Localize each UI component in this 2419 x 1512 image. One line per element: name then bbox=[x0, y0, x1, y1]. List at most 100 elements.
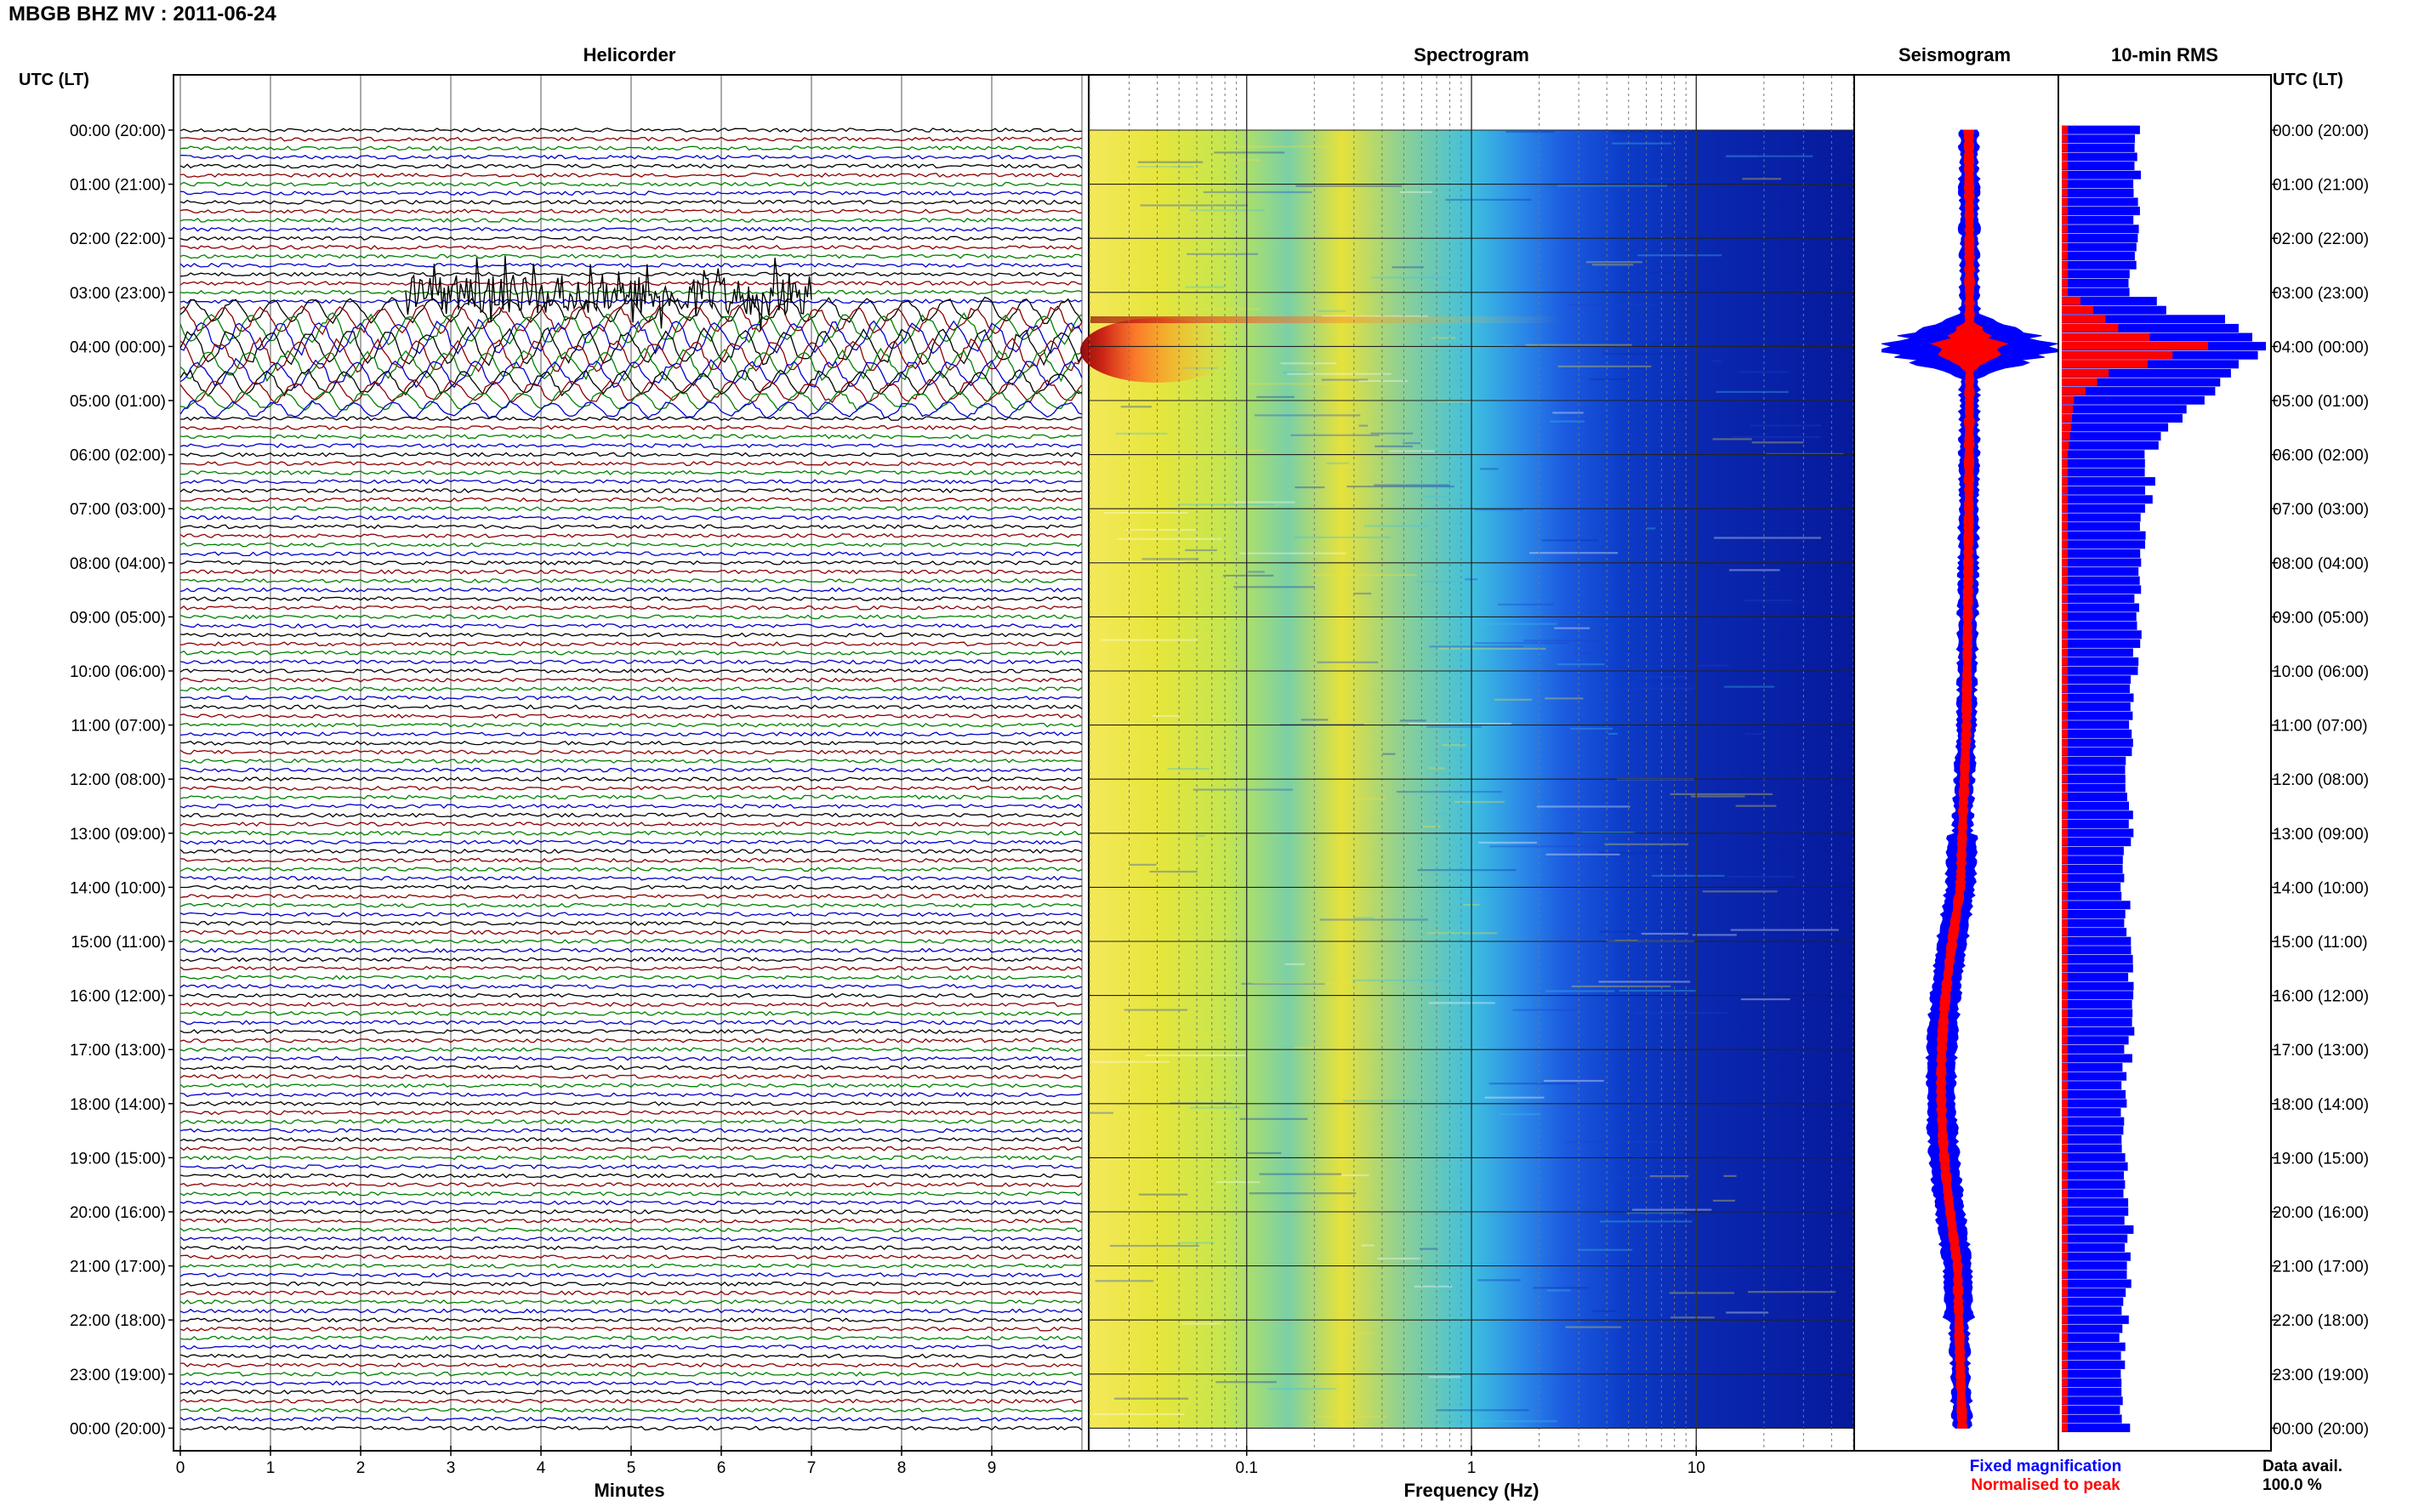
helicorder-trace bbox=[179, 199, 1083, 205]
rms-normalised-bar bbox=[2062, 1189, 2069, 1197]
rms-normalised-bar bbox=[2062, 973, 2069, 981]
spectrogram-streak bbox=[1474, 642, 1570, 645]
rms-normalised-bar bbox=[2062, 360, 2149, 368]
time-label-left: 04:00 (00:00) bbox=[70, 338, 166, 356]
helicorder-trace bbox=[179, 812, 1083, 818]
rms-normalised-bar bbox=[2062, 828, 2069, 837]
helicorder-xlabel: Minutes bbox=[594, 1480, 664, 1501]
time-label-right: 18:00 (14:00) bbox=[2273, 1096, 2369, 1114]
rms-fixed-bar bbox=[2062, 1270, 2127, 1279]
rms-fixed-bar bbox=[2062, 828, 2134, 838]
station-title: MBGB BHZ MV : 2011-06-24 bbox=[9, 3, 276, 26]
spectrogram-streak bbox=[1233, 586, 1315, 588]
spectrogram-streak bbox=[1626, 1212, 1685, 1214]
helicorder-trace bbox=[179, 731, 1083, 737]
data-availability-label: Data avail. bbox=[2262, 1458, 2342, 1475]
helicorder-trace bbox=[179, 236, 1083, 242]
helicorder-trace bbox=[179, 128, 1083, 133]
helicorder-trace bbox=[179, 740, 1083, 746]
spectrogram-streak bbox=[1178, 503, 1274, 506]
spectrogram-streak bbox=[1726, 1311, 1769, 1314]
rms-normalised-bar bbox=[2062, 1297, 2069, 1306]
spectrogram-streak bbox=[1488, 1083, 1577, 1085]
rms-fixed-bar bbox=[2062, 152, 2137, 162]
rms-fixed-bar bbox=[2062, 963, 2133, 973]
helicorder-trace bbox=[179, 434, 1083, 440]
rms-fixed-bar bbox=[2062, 315, 2225, 324]
rms-fixed-bar bbox=[2062, 639, 2141, 648]
spectrogram-streak bbox=[1195, 834, 1205, 837]
rms-normalised-bar bbox=[2062, 522, 2069, 531]
helicorder-trace bbox=[179, 1164, 1083, 1169]
helicorder-trace bbox=[179, 1263, 1083, 1269]
spectrogram-streak bbox=[1545, 697, 1584, 700]
rms-fixed-bar bbox=[2062, 810, 2133, 820]
spectrogram-streak bbox=[1565, 1326, 1622, 1328]
rms-fixed-bar bbox=[2062, 468, 2145, 477]
rms-normalised-bar bbox=[2062, 1089, 2069, 1099]
spectrogram-streak bbox=[1137, 161, 1204, 163]
rms-fixed-bar bbox=[2062, 711, 2133, 720]
spectrogram-streak bbox=[1442, 744, 1466, 747]
helicorder-trace bbox=[179, 794, 1083, 800]
rms-normalised-bar bbox=[2062, 1315, 2069, 1324]
time-label-right: 15:00 (11:00) bbox=[2273, 934, 2368, 952]
rms-normalised-bar bbox=[2062, 954, 2069, 963]
rms-fixed-bar bbox=[2062, 260, 2137, 270]
rms-normalised-bar bbox=[2062, 1081, 2069, 1089]
rms-fixed-bar bbox=[2062, 603, 2139, 612]
rms-fixed-bar bbox=[2062, 855, 2123, 865]
spectrogram-streak bbox=[1550, 420, 1585, 423]
time-label-left: 02:00 (22:00) bbox=[70, 230, 166, 248]
spectrogram-streak bbox=[1437, 401, 1471, 403]
rms-fixed-bar bbox=[2062, 233, 2138, 242]
spectrogram-streak bbox=[1727, 875, 1796, 878]
time-label-left: 23:00 (19:00) bbox=[70, 1367, 166, 1384]
spectrogram-streak bbox=[1295, 1046, 1319, 1049]
spectrogram-streak bbox=[1710, 602, 1808, 605]
rms-fixed-bar bbox=[2062, 522, 2140, 531]
helicorder-trace bbox=[179, 848, 1083, 855]
helicorder-trace bbox=[179, 487, 1083, 494]
legend-fixed-magnification: Fixed magnification bbox=[1970, 1458, 2121, 1475]
spectrogram-streak bbox=[1249, 1192, 1357, 1195]
rms-normalised-bar bbox=[2062, 774, 2069, 783]
spectrogram-streak bbox=[1244, 383, 1352, 385]
spectrogram-streak bbox=[1545, 853, 1620, 855]
helicorder-trace bbox=[179, 181, 1083, 187]
rms-normalised-bar bbox=[2062, 1126, 2069, 1134]
rms-fixed-bar bbox=[2062, 747, 2132, 757]
time-label-left: 00:00 (20:00) bbox=[70, 122, 166, 140]
helicorder-trace bbox=[179, 713, 1083, 719]
rms-normalised-bar bbox=[2062, 1108, 2069, 1117]
rms-normalised-bar bbox=[2062, 1342, 2069, 1351]
spectrogram-streak bbox=[1361, 1244, 1375, 1247]
helicorder-trace bbox=[179, 605, 1083, 611]
rms-normalised-bar bbox=[2062, 819, 2069, 828]
spectrogram-streak bbox=[1489, 845, 1599, 848]
spectrogram-streak bbox=[1557, 365, 1652, 367]
spectrogram-streak bbox=[1321, 378, 1369, 381]
rms-normalised-bar bbox=[2062, 891, 2069, 901]
rms-normalised-bar bbox=[2062, 270, 2069, 278]
spectrogram-streak bbox=[1657, 929, 1744, 931]
left-time-axis-label: UTC (LT) bbox=[19, 71, 89, 89]
seismogram-title: Seismogram bbox=[1898, 44, 2011, 65]
helicorder-trace bbox=[179, 399, 1083, 419]
rms-normalised-bar bbox=[2062, 1071, 2069, 1081]
rms-normalised-bar bbox=[2062, 513, 2069, 521]
rms-fixed-bar bbox=[2062, 1162, 2128, 1171]
helicorder-trace bbox=[179, 569, 1083, 575]
spectrogram-streak bbox=[1729, 569, 1780, 571]
rms-normalised-bar bbox=[2062, 1333, 2069, 1342]
spectrogram-streak bbox=[1295, 185, 1403, 187]
spectrogram-streak bbox=[1421, 826, 1441, 828]
helicorder-trace bbox=[179, 875, 1083, 881]
helicorder-trace bbox=[179, 587, 1083, 593]
helicorder-xtick-label: 7 bbox=[807, 1459, 817, 1477]
spectrogram-streak bbox=[1140, 204, 1249, 207]
helicorder-trace bbox=[179, 767, 1083, 773]
rms-fixed-bar bbox=[2062, 360, 2239, 369]
spectrogram-streak bbox=[1447, 1420, 1557, 1423]
spectrogram-streak bbox=[1251, 982, 1352, 985]
